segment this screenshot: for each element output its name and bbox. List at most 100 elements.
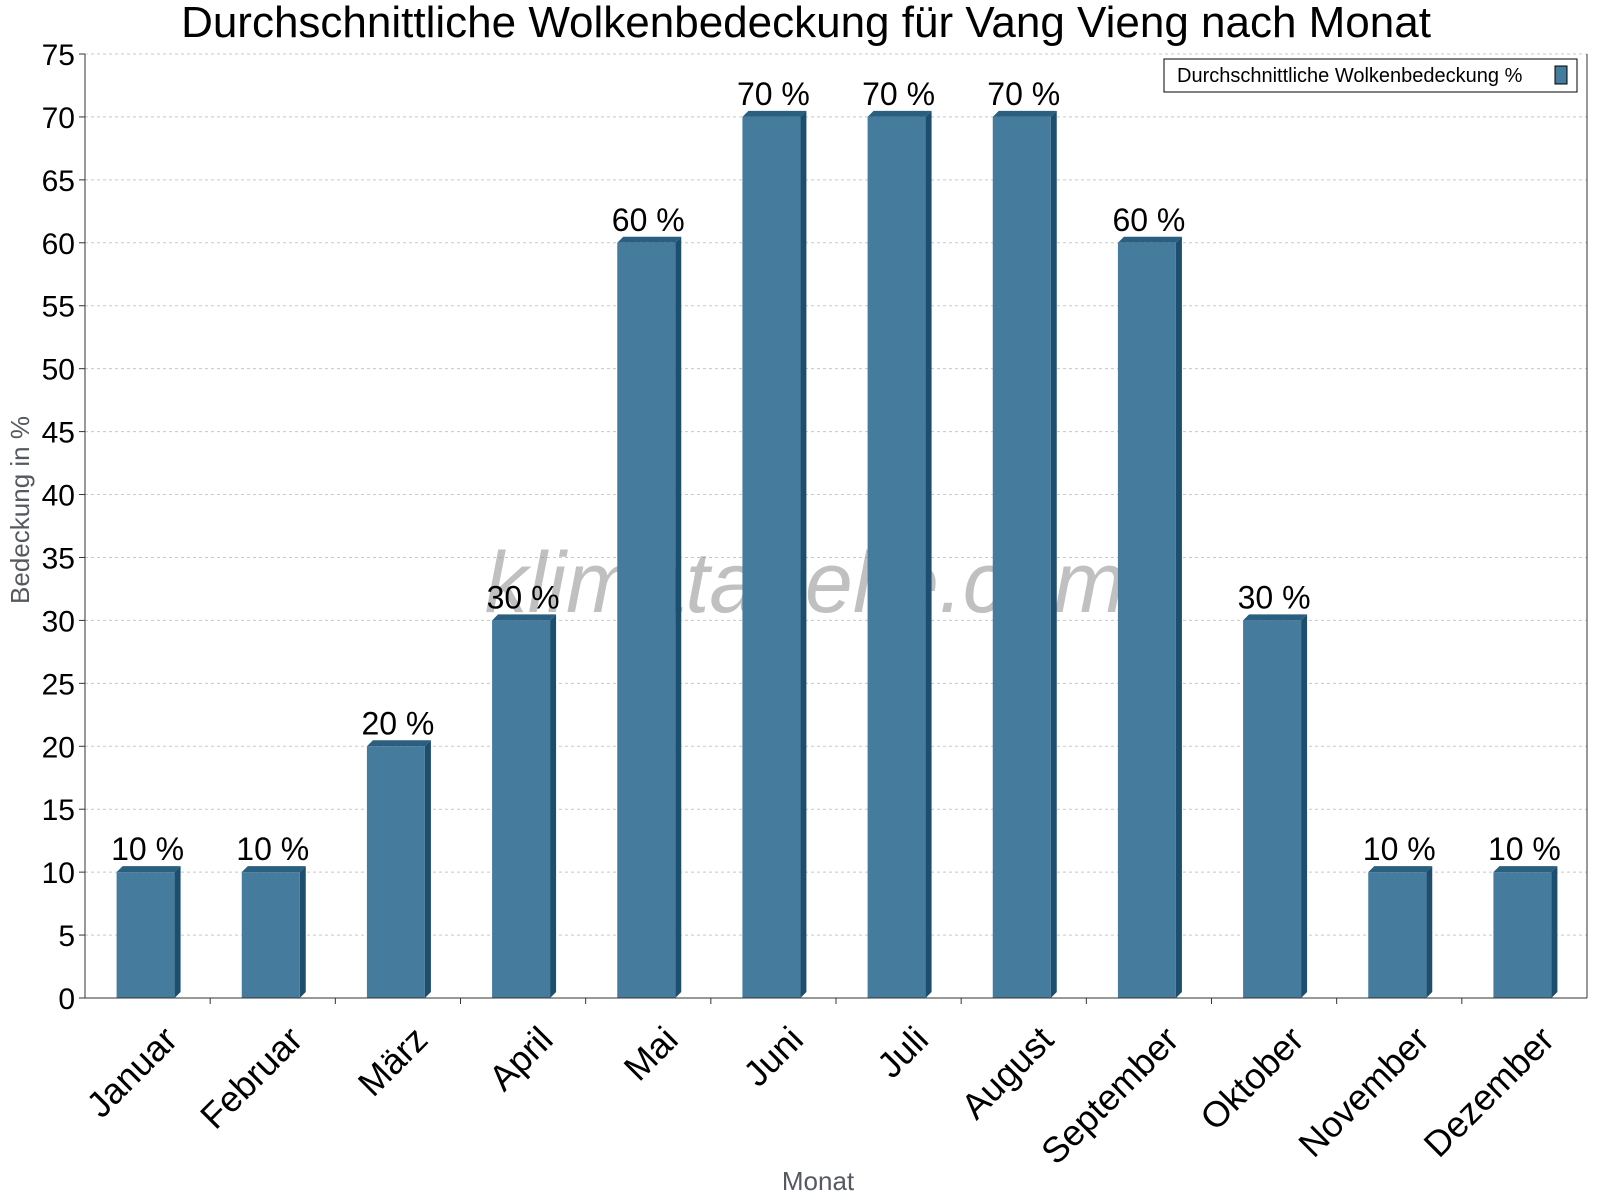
legend: Durchschnittliche Wolkenbedeckung %	[1163, 58, 1578, 93]
bar-front	[867, 116, 926, 998]
bar-side	[1301, 614, 1308, 998]
y-axis-label: Bedeckung in %	[5, 416, 35, 604]
chart-title: Durchschnittliche Wolkenbedeckung für Va…	[181, 0, 1431, 47]
bar-front	[742, 116, 801, 998]
bar-side	[1050, 110, 1057, 998]
grid-lines	[85, 53, 1587, 936]
bar	[992, 110, 1057, 998]
bar-side	[1551, 866, 1558, 998]
y-tick-label: 5	[58, 920, 75, 953]
bar-top	[867, 110, 932, 117]
x-tick-label: März	[350, 1018, 436, 1104]
bar-side	[299, 866, 306, 998]
y-tick-label: 45	[42, 417, 75, 450]
bar-front	[992, 116, 1051, 998]
bar	[1243, 614, 1308, 998]
axes	[79, 53, 1588, 1004]
data-label: 70 %	[987, 76, 1060, 112]
y-tick-label: 50	[42, 354, 75, 387]
bar-top	[116, 866, 181, 873]
bar-top	[241, 866, 306, 873]
bar-front	[366, 746, 425, 998]
bar-side	[1175, 236, 1182, 999]
data-label: 30 %	[487, 579, 560, 615]
data-label: 10 %	[111, 831, 184, 867]
data-label: 20 %	[361, 705, 434, 741]
y-tick-label: 75	[42, 39, 75, 72]
x-tick-label: September	[1033, 1018, 1187, 1172]
bar-side	[1426, 866, 1433, 998]
data-label: 70 %	[737, 76, 810, 112]
x-tick-label: November	[1290, 1018, 1436, 1164]
x-tick-label: April	[481, 1018, 561, 1098]
bar	[492, 614, 557, 998]
bar-front	[1493, 872, 1552, 998]
bar	[1368, 866, 1433, 998]
data-labels: 10 % 10 % 20 % 30 % 60 % 70 % 70 % 70 % 60 % 30 %…	[111, 76, 1561, 867]
x-tick-label: Dezember	[1415, 1018, 1561, 1164]
legend-label: Durchschnittliche Wolkenbedeckung %	[1177, 65, 1523, 87]
bar-top	[992, 110, 1057, 117]
bar-top	[492, 614, 557, 621]
bar-side	[925, 110, 932, 998]
y-tick-label: 40	[42, 480, 75, 513]
legend-swatch	[1554, 65, 1568, 85]
bar-front	[1368, 872, 1427, 998]
x-tick-label: Mai	[616, 1018, 686, 1088]
bar	[742, 110, 807, 998]
data-label: 10 %	[1488, 831, 1561, 867]
y-tick-label: 15	[42, 794, 75, 827]
bar-top	[617, 236, 682, 243]
y-tick-label: 60	[42, 228, 75, 261]
bar-front	[116, 872, 175, 998]
bar	[1493, 866, 1558, 998]
bar-front	[1243, 620, 1302, 998]
bar	[1117, 236, 1182, 999]
legend-box	[1163, 58, 1578, 93]
bars	[116, 110, 1558, 999]
bar-front	[617, 242, 676, 999]
bar	[617, 236, 682, 999]
bar-top	[1117, 236, 1182, 243]
x-tick-label: Juni	[735, 1018, 811, 1094]
data-label: 10 %	[236, 831, 309, 867]
bar	[116, 866, 181, 998]
y-tick-label: 70	[42, 102, 75, 135]
y-tick-label: 0	[58, 983, 75, 1016]
x-tick-label: Oktober	[1192, 1018, 1312, 1138]
bar-side	[675, 236, 682, 999]
bar-top	[366, 740, 431, 747]
y-tick-label: 30	[42, 605, 75, 638]
data-label: 70 %	[862, 76, 935, 112]
bar	[867, 110, 932, 998]
bar-front	[1117, 242, 1176, 999]
data-label: 60 %	[612, 202, 685, 238]
y-tick-label: 20	[42, 731, 75, 764]
y-tick-label: 10	[42, 857, 75, 890]
y-tick-label: 65	[42, 165, 75, 198]
x-tick-labels: Januar Februar März April Mai Juni Juli AugustS…	[78, 1018, 1562, 1172]
bar-front	[241, 872, 300, 998]
bar-front	[492, 620, 551, 998]
y-tick-label: 25	[42, 668, 75, 701]
bar-top	[742, 110, 807, 117]
x-axis-label: Monat	[782, 1166, 855, 1196]
data-label: 60 %	[1112, 202, 1185, 238]
bar-top	[1243, 614, 1308, 621]
bar-side	[424, 740, 431, 998]
data-label: 10 %	[1363, 831, 1436, 867]
bar-side	[550, 614, 557, 998]
x-tick-label: Februar	[192, 1018, 310, 1136]
data-label: 30 %	[1238, 579, 1311, 615]
bar-side	[800, 110, 807, 998]
x-tick-label: Januar	[78, 1018, 185, 1125]
x-tick-label: Juli	[869, 1018, 936, 1085]
y-tick-label: 55	[42, 291, 75, 324]
y-tick-labels: 0 5 10 15 20 25 30 35 40 45 50 55 60 65 70 75	[42, 39, 75, 1016]
bar	[366, 740, 431, 998]
bar-side	[174, 866, 181, 998]
bar	[241, 866, 306, 998]
y-tick-label: 35	[42, 542, 75, 575]
x-tick-label: August	[953, 1018, 1061, 1126]
